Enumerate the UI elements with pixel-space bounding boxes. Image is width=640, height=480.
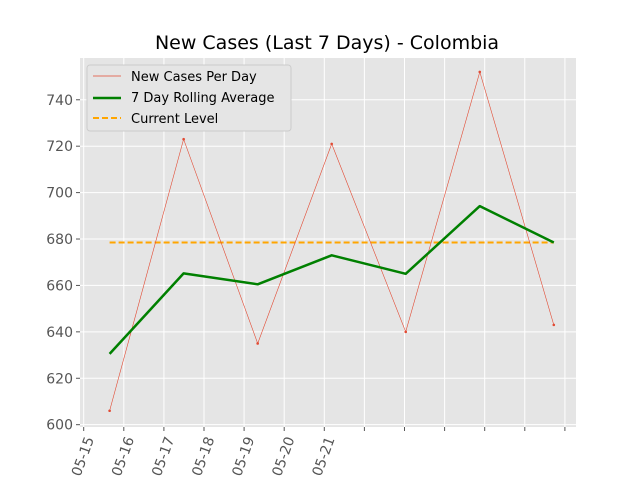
y-tick-label: 720 xyxy=(46,139,73,155)
y-tick-label: 680 xyxy=(46,232,73,248)
chart-title: New Cases (Last 7 Days) - Colombia xyxy=(155,32,499,54)
data-point-new-cases xyxy=(256,342,259,345)
y-tick-label: 700 xyxy=(46,186,73,202)
y-tick-label: 640 xyxy=(46,325,73,341)
x-tick-label: 05-17 xyxy=(149,435,178,479)
x-tick-label: 05-19 xyxy=(229,435,258,479)
data-point-new-cases xyxy=(552,323,556,327)
y-tick-label: 620 xyxy=(46,371,73,387)
y-axis: 600 620 640 660 680 700 720 740 xyxy=(46,93,80,434)
legend-label-rolling: 7 Day Rolling Average xyxy=(131,91,274,106)
x-tick-label: 05-21 xyxy=(310,435,339,479)
data-point-new-cases xyxy=(478,70,482,74)
x-tick-label: 05-20 xyxy=(270,435,299,479)
legend: New Cases Per Day 7 Day Rolling Average … xyxy=(86,64,292,132)
y-tick-label: 600 xyxy=(46,418,73,434)
data-point-new-cases xyxy=(182,137,185,141)
data-point-new-cases xyxy=(404,330,408,334)
legend-label-daily: New Cases Per Day xyxy=(131,70,257,85)
y-tick-label: 660 xyxy=(46,278,73,294)
series-line-rolling-average xyxy=(108,204,555,355)
legend-box xyxy=(86,64,292,132)
x-tick-label: 05-16 xyxy=(109,435,138,479)
data-point-new-cases xyxy=(330,142,334,146)
y-tick-label: 740 xyxy=(46,93,73,109)
x-axis: 05-15 05-16 05-17 05-18 05-19 05-20 05-21 xyxy=(69,427,566,479)
x-tick-label: 05-15 xyxy=(69,435,98,479)
series-layer xyxy=(108,70,556,413)
x-tick-label: 05-18 xyxy=(189,435,218,479)
data-point-new-cases xyxy=(108,409,111,413)
legend-label-current: Current Level xyxy=(131,112,218,127)
